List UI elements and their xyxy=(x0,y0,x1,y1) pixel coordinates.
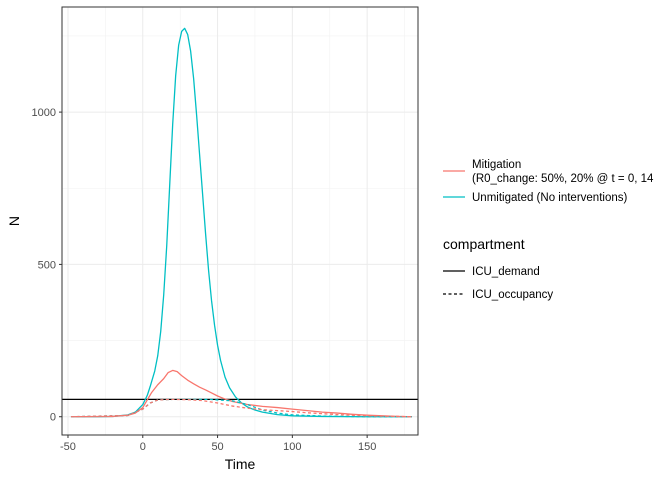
x-tick-label: 50 xyxy=(211,441,223,453)
legend-label-unmitigated: Unmitigated (No interventions) xyxy=(472,192,627,204)
x-tick-label: 100 xyxy=(283,441,301,453)
y-tick-label: 1000 xyxy=(32,107,56,119)
color-legend: Mitigation (R0_change: 50%, 20% @ t = 0,… xyxy=(443,159,654,204)
x-tick-label: -50 xyxy=(60,441,76,453)
legend-label-icu-demand: ICU_demand xyxy=(472,266,540,278)
linetype-legend: compartment ICU_demand ICU_occupancy xyxy=(443,236,553,301)
legend-label-mitigation-line2: (R0_change: 50%, 20% @ t = 0, 14 xyxy=(472,173,654,185)
y-axis-title: N xyxy=(6,216,22,226)
y-tick-label: 0 xyxy=(50,412,56,424)
legend-label-icu-occupancy: ICU_occupancy xyxy=(472,289,553,301)
plot-panel xyxy=(62,7,418,435)
plot-border xyxy=(61,6,419,436)
unmitigated-icu-demand-line xyxy=(70,27,413,418)
x-axis-title: Time xyxy=(225,456,256,472)
mitigation-icu-occupancy-line xyxy=(70,398,413,418)
axis-ticks: -50 0 50 100 150 0 500 1000 xyxy=(32,107,377,453)
series-layer xyxy=(70,27,413,418)
legend-label-mitigation-line1: Mitigation xyxy=(472,159,521,171)
y-tick-label: 500 xyxy=(38,259,56,271)
x-tick-label: 0 xyxy=(140,441,146,453)
legend-title-compartment: compartment xyxy=(443,236,525,252)
mitigation-icu-demand-line xyxy=(70,369,413,418)
x-tick-label: 150 xyxy=(358,441,376,453)
